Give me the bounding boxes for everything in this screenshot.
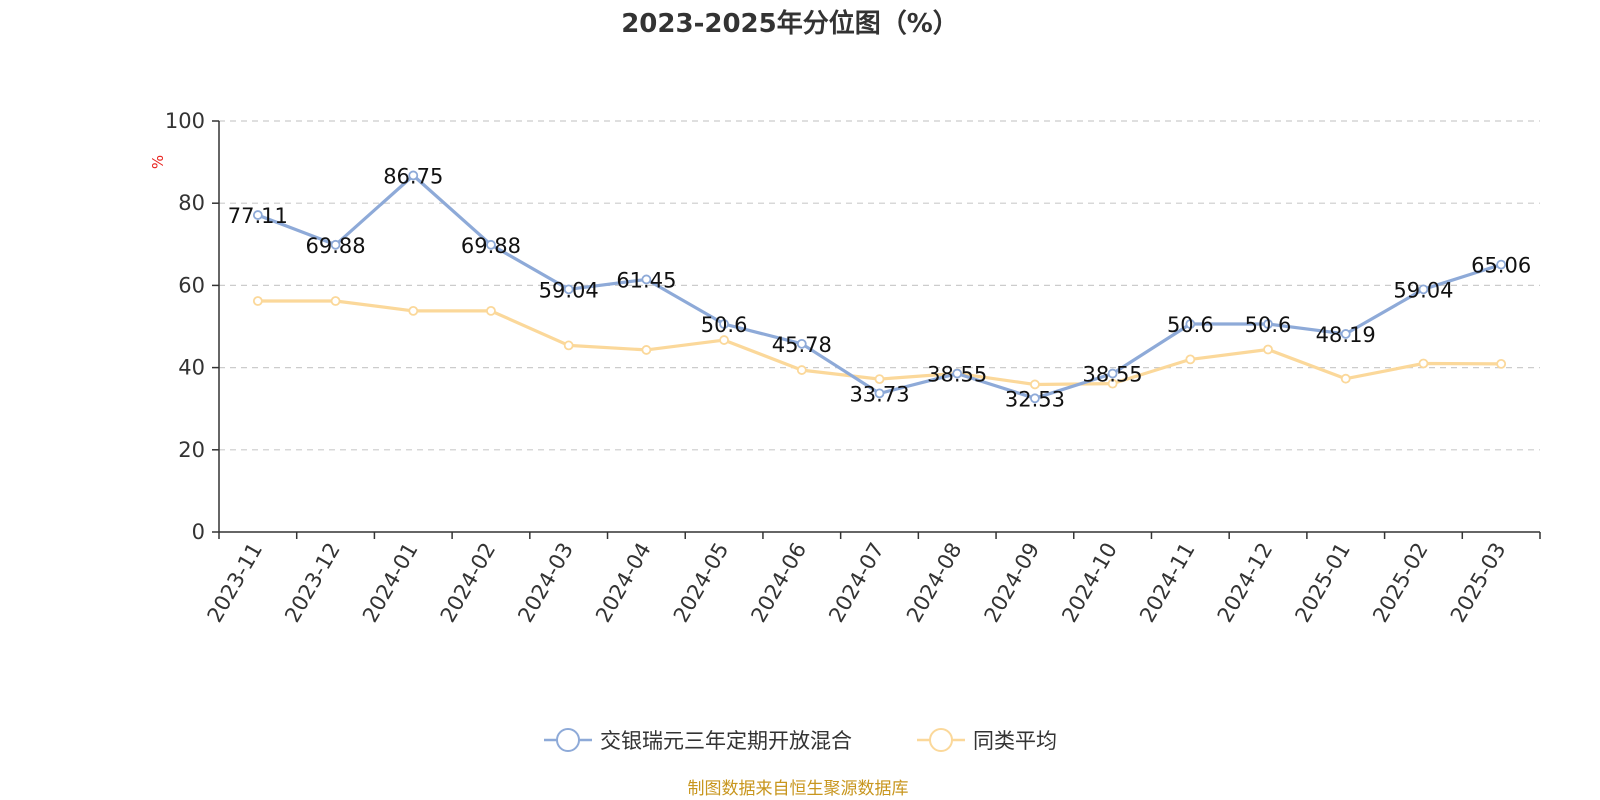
y-axis-label: % [149,155,167,169]
series-1-point[interactable] [641,274,652,285]
series-1-point[interactable] [874,388,885,399]
data-label: 86.75 [383,164,443,188]
series-1-point[interactable] [1418,284,1429,295]
x-tick-label: 2024-02 [436,539,501,627]
x-tick-label: 2024-10 [1057,539,1122,627]
data-label: 50.6 [1245,313,1292,337]
x-tick-label: 2025-03 [1446,539,1511,627]
data-label: 59.04 [539,278,599,302]
data-label: 48.19 [1316,323,1376,347]
x-tick-label: 2024-07 [824,539,889,627]
data-label: 38.55 [927,363,987,387]
series-line-2 [257,299,1502,387]
legend-label: 交银瑞元三年定期开放混合 [600,729,852,753]
series-1-point[interactable] [252,210,263,220]
x-tick-label: 2023-12 [280,539,345,627]
data-label: 50.6 [1167,313,1214,337]
series-2-point[interactable] [1263,344,1273,355]
legend-item-2[interactable]: 同类平均 [917,728,1057,753]
y-tick-label: 20 [178,438,205,462]
x-tick-label: 2024-05 [669,539,734,627]
series-1-point[interactable] [1496,259,1507,270]
y-tick-label: 0 [192,520,205,544]
legend-item-1[interactable]: 交银瑞元三年定期开放混合 [544,728,852,753]
data-label: 77.11 [228,204,288,228]
series-1-point[interactable] [1263,319,1273,329]
series-2-point[interactable] [874,374,885,385]
series-2-point[interactable] [1107,378,1118,389]
legend-marker [929,728,953,752]
series-1-point[interactable] [952,368,963,379]
series-2-point[interactable] [330,296,341,306]
legend-marker [556,728,580,752]
data-label: 59.04 [1393,278,1453,302]
series-2-point[interactable] [1418,358,1429,369]
data-label: 65.06 [1471,254,1531,278]
data-source-note: 制图数据来自恒生聚源数据库 [688,779,909,799]
y-tick-label: 80 [178,191,205,215]
series-1-point[interactable] [1030,393,1040,404]
legend[interactable]: 交银瑞元三年定期开放混合 同类平均 [544,728,1057,753]
series-1-point[interactable] [563,284,574,295]
data-label: 69.88 [305,234,365,258]
series-1-point[interactable] [1340,329,1351,339]
y-tick-label: 100 [165,109,205,133]
data-labels: 77.11 69.88 86.75 69.88 59.04 61.45 50.6 45.78 3… [228,164,1531,411]
series-1-point[interactable] [408,170,419,181]
series-line-1 [257,173,1502,400]
x-tick-label: 2024-08 [902,538,967,626]
series-1-point[interactable] [1107,368,1118,379]
x-tick-label: 2024-06 [746,539,811,627]
series-2-point[interactable] [1185,354,1196,365]
data-label: 32.53 [1005,387,1065,411]
series-2-point[interactable] [252,296,263,306]
series-2-point[interactable] [719,335,729,345]
series-1-point[interactable] [1185,319,1196,329]
series-2-point[interactable] [796,365,807,375]
series-lines [252,170,1507,404]
x-tick-label: 2023-11 [203,539,268,627]
data-label: 50.6 [701,313,748,337]
x-tick-label: 2024-01 [358,539,423,627]
data-label: 61.45 [616,268,676,292]
data-label: 38.55 [1083,363,1143,387]
series-1-point[interactable] [796,338,807,349]
series-1-point[interactable] [486,239,496,250]
x-tick-label: 2024-04 [591,539,656,627]
series-2-point[interactable] [563,340,574,351]
series-2-point[interactable] [408,305,419,316]
x-tick-label: 2024-11 [1135,539,1200,627]
series-2-point[interactable] [641,345,652,355]
series-2-point[interactable] [486,305,496,316]
x-tick-label: 2025-02 [1368,539,1433,627]
series-2-point[interactable] [1496,359,1507,369]
data-label: 69.88 [461,234,521,258]
x-tick-label: 2024-12 [1213,539,1278,627]
y-tick-label: 60 [178,273,205,297]
legend-label: 同类平均 [973,729,1057,753]
x-tick-label: 2025-01 [1290,539,1355,627]
x-tick-label: 2024-03 [513,539,578,627]
chart-title: 2023-2025年分位图（%） [621,8,959,39]
series-2-point[interactable] [1340,373,1351,384]
series-2-point[interactable] [1030,379,1040,390]
data-label: 33.73 [849,382,909,406]
y-tick-label: 40 [178,356,205,380]
data-label: 45.78 [772,333,832,357]
x-tick-label: 2024-09 [980,539,1045,627]
series-1-point[interactable] [330,239,341,250]
series-1-point[interactable] [719,319,729,329]
